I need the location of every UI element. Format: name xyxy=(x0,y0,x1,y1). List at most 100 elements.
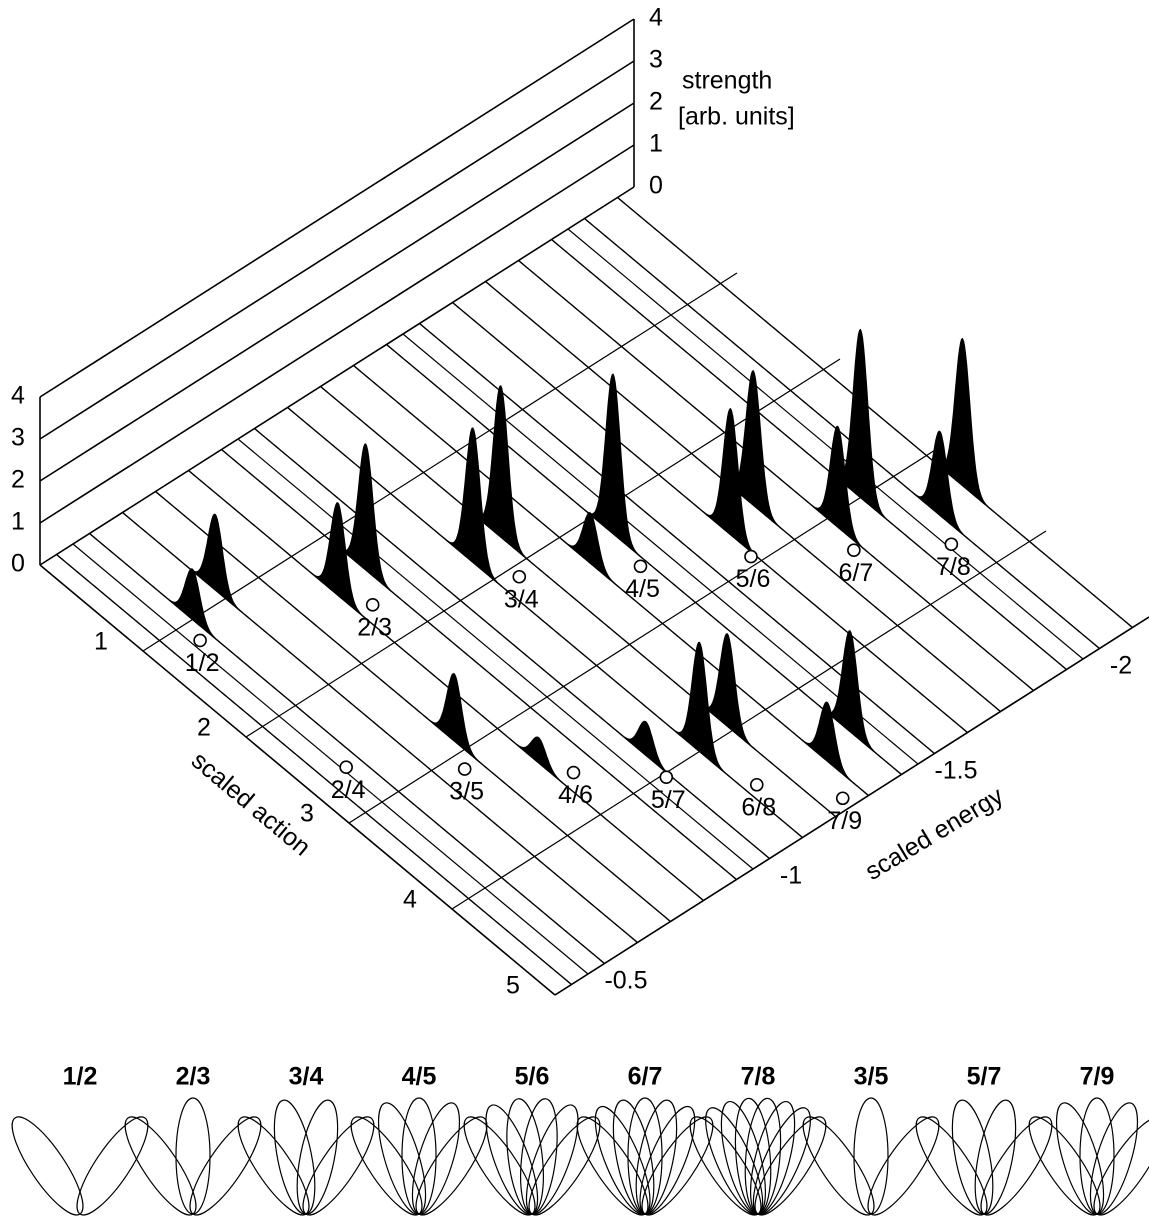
z-tick-label: 4 xyxy=(11,382,25,410)
trace xyxy=(552,240,1067,670)
orbit-sketch xyxy=(1018,1098,1149,1221)
x-tick-label: 2 xyxy=(197,714,211,742)
resonance-marker xyxy=(634,560,646,572)
orbit-label: 5/6 xyxy=(515,1063,550,1091)
orbit-label: 3/4 xyxy=(289,1063,324,1091)
resonance-marker xyxy=(459,763,471,775)
orbit-sketch xyxy=(566,1097,724,1221)
resonance-marker xyxy=(513,571,525,583)
orbit-sketch xyxy=(340,1098,498,1221)
orbit-label: 7/9 xyxy=(1080,1063,1115,1091)
trace xyxy=(618,198,1133,628)
orbit-loop xyxy=(476,1099,548,1220)
resonance-marker xyxy=(340,761,352,773)
orbit-sketch xyxy=(453,1097,611,1221)
peak xyxy=(510,737,568,787)
orbit-loop xyxy=(970,1108,1063,1221)
resonance-marker xyxy=(945,538,957,550)
resonance-marker xyxy=(660,771,672,783)
orbit-label: 1/2 xyxy=(63,1063,98,1091)
orbit-loop xyxy=(792,1108,885,1221)
orbit-loop xyxy=(857,1108,950,1221)
y-axis-label: scaled energy xyxy=(860,781,1008,885)
chart: scaled action scaled energy strength [ar… xyxy=(0,0,1149,1221)
orbit-loop xyxy=(1,1108,94,1221)
resonance-marker xyxy=(194,634,206,646)
z-axis-unit: [arb. units] xyxy=(678,103,795,131)
orbit-sketch xyxy=(114,1098,272,1221)
x-tick-label: 4 xyxy=(403,886,417,914)
resonance-marker xyxy=(367,599,379,611)
orbit-sketch xyxy=(1,1108,159,1221)
z-tick-label: 3 xyxy=(11,424,25,452)
resonance-label: 7/9 xyxy=(827,807,862,835)
z-tick-label: 2 xyxy=(649,88,663,116)
orbit-loop xyxy=(945,1097,1001,1217)
orbit-loop xyxy=(227,1108,320,1221)
resonance-label: 7/8 xyxy=(936,553,971,581)
resonance-marker xyxy=(837,792,849,804)
orbit-label: 4/5 xyxy=(402,1063,437,1091)
resonance-marker xyxy=(745,551,757,563)
resonance-label: 3/4 xyxy=(504,585,539,613)
orbit-loop xyxy=(515,1097,562,1216)
orbit-loop xyxy=(292,1108,385,1221)
resonance-label: 5/7 xyxy=(651,786,686,814)
x-tick-label: 5 xyxy=(506,972,520,1000)
resonance-label: 4/5 xyxy=(625,575,660,603)
orbit-sketch xyxy=(905,1097,1063,1221)
resonance-label: 4/6 xyxy=(558,781,593,809)
resonance-label: 2/4 xyxy=(331,776,366,804)
orbit-loop xyxy=(267,1097,323,1217)
z-tick-label: 2 xyxy=(11,466,25,494)
trace xyxy=(57,555,572,985)
resonance-marker xyxy=(751,779,763,791)
x-tick-label: 1 xyxy=(94,628,108,656)
wall-grid-line xyxy=(40,145,634,523)
orbit-loop xyxy=(744,1108,837,1221)
x-tick-label: 3 xyxy=(300,800,314,828)
resonance-marker xyxy=(568,767,580,779)
orbit-loop xyxy=(289,1097,345,1217)
y-tick-label: -1.5 xyxy=(934,757,977,785)
orbit-loop xyxy=(854,1098,888,1214)
resonance-label: 6/8 xyxy=(741,793,776,821)
z-tick-label: 3 xyxy=(649,46,663,74)
orbit-loop xyxy=(628,1098,662,1214)
orbit-sketch xyxy=(679,1097,837,1221)
x-axis-label: scaled action xyxy=(186,746,316,861)
orbit-loop xyxy=(516,1099,588,1220)
orbit-label: 7/8 xyxy=(741,1063,776,1091)
orbit-sketch xyxy=(792,1098,950,1221)
wall-grid-line xyxy=(40,19,634,397)
wall-grid-line xyxy=(40,103,634,481)
z-tick-label: 4 xyxy=(649,4,663,32)
peak xyxy=(425,674,483,766)
orbit-loop xyxy=(114,1108,207,1221)
orbit-sketch xyxy=(227,1097,385,1221)
z-tick-label: 1 xyxy=(649,130,663,158)
z-tick-label: 0 xyxy=(11,550,25,578)
orbit-loop xyxy=(905,1108,998,1221)
page: scaled action scaled energy strength [ar… xyxy=(0,0,1149,1226)
resonance-label: 2/3 xyxy=(357,613,392,641)
orbit-loop xyxy=(631,1108,724,1221)
resonance-label: 6/7 xyxy=(838,559,873,587)
orbit-loop xyxy=(566,1108,659,1221)
z-tick-label: 1 xyxy=(11,508,25,536)
resonance-label: 5/6 xyxy=(736,565,771,593)
y-tick-label: -2 xyxy=(1110,652,1132,680)
orbit-loop xyxy=(679,1108,772,1221)
orbit-label: 3/5 xyxy=(854,1063,889,1091)
orbit-label: 5/7 xyxy=(967,1063,1002,1091)
orbit-label: 6/7 xyxy=(628,1063,663,1091)
orbit-loop xyxy=(1083,1108,1149,1221)
wall-grid-line xyxy=(40,61,634,439)
orbit-loop xyxy=(501,1097,548,1216)
resonance-label: 3/5 xyxy=(449,778,484,806)
resonance-label: 1/2 xyxy=(185,649,220,677)
grid-line xyxy=(349,445,943,823)
z-tick-label: 0 xyxy=(649,172,663,200)
orbit-loop xyxy=(967,1097,1023,1217)
orbit-label: 2/3 xyxy=(176,1063,211,1091)
